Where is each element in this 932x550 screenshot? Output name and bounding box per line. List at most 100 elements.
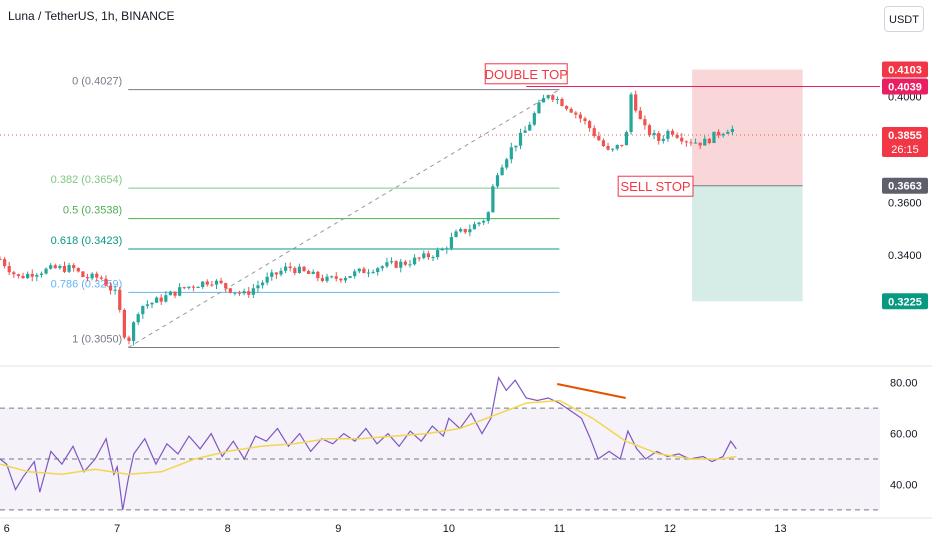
position-target-zone (692, 185, 803, 302)
candle-body (67, 265, 71, 272)
candle-body (380, 266, 384, 269)
date-tick-label: 10 (443, 523, 455, 535)
candle-body (108, 285, 113, 291)
candle-body (141, 305, 145, 315)
candle-body (624, 132, 629, 146)
candle-body (661, 138, 665, 141)
price-label-badge (882, 293, 928, 310)
candle-body (569, 108, 573, 113)
candle-body (30, 273, 34, 277)
candle-body (256, 285, 260, 289)
price-label-badge (882, 177, 928, 194)
candle-body (417, 257, 421, 259)
position-stop-zone (692, 69, 803, 186)
candle-body (528, 124, 532, 131)
candle-body (302, 266, 306, 272)
candle-body (495, 175, 500, 187)
candle-body (2, 259, 7, 267)
candle-body (601, 140, 606, 147)
candle-body (178, 287, 182, 296)
candle-body (288, 266, 292, 269)
candle-body (523, 130, 527, 133)
candle-body (113, 289, 117, 291)
candle-body (509, 147, 513, 160)
candle-body (555, 98, 559, 100)
candle-body (578, 114, 583, 119)
candle-body (486, 212, 490, 221)
candle-body (385, 262, 389, 267)
candle-body (647, 125, 652, 136)
candle-body (606, 146, 610, 150)
candle-body (477, 222, 481, 225)
candle-body (274, 272, 278, 275)
price-label-value: 0.3663 (888, 181, 922, 193)
candle-body (62, 265, 67, 272)
candle-body (689, 142, 693, 144)
candle-body (588, 121, 592, 129)
candle-body (201, 281, 205, 287)
candle-body (551, 95, 555, 100)
candle-body (58, 265, 62, 269)
candle-body (362, 268, 366, 274)
fib-level-label: 0.382 (0.3654) (51, 174, 123, 186)
candle-body (707, 138, 711, 144)
candle-body (546, 95, 550, 99)
candle-body (228, 288, 232, 293)
candle-body (716, 131, 721, 136)
candle-body (675, 134, 679, 138)
price-label-value: 0.4039 (888, 82, 922, 94)
rsi-divergence-line (556, 383, 626, 399)
candle-body (712, 131, 716, 144)
candle-body (316, 271, 320, 279)
candle-body (173, 291, 177, 296)
candle-body (164, 295, 168, 302)
candle-body (7, 266, 11, 273)
candle-body (693, 142, 698, 144)
candle-body (472, 224, 477, 230)
candle-body (482, 220, 486, 223)
rsi-ma-line (0, 399, 737, 476)
candle-body (233, 292, 237, 294)
candle-body (652, 133, 656, 136)
rsi-tick-label: 40.00 (890, 479, 918, 491)
candle-body (90, 273, 94, 279)
candle-body (537, 102, 541, 114)
candle-body (670, 130, 675, 135)
candle-body (371, 272, 375, 274)
candle-body (16, 274, 21, 276)
candle-body (592, 128, 596, 136)
fib-level-label: 0 (0.4027) (72, 76, 122, 88)
annotation-label: SELL STOP (621, 179, 691, 194)
candle-body (155, 297, 159, 303)
candle-body (459, 229, 463, 232)
date-tick-label: 13 (774, 523, 786, 535)
price-countdown: 26:15 (891, 144, 919, 156)
candle-body (541, 98, 546, 103)
candle-body (311, 271, 315, 274)
candle-body (532, 113, 536, 125)
candle-body (408, 264, 412, 266)
candle-body (449, 237, 454, 249)
price-tick-label: 0.3400 (888, 250, 922, 262)
currency-unit-button[interactable]: USDT (884, 6, 924, 32)
candle-body (348, 276, 352, 278)
candle-body (279, 270, 283, 275)
candle-body (666, 130, 670, 139)
candle-body (251, 288, 255, 295)
candle-body (353, 271, 357, 277)
candle-body (389, 261, 394, 263)
candle-body (366, 272, 371, 274)
fib-trend-line (127, 89, 560, 348)
candle-body (491, 186, 495, 213)
candle-body (81, 271, 85, 278)
candles (0, 90, 735, 346)
candle-body (131, 322, 136, 342)
candle-body (26, 273, 30, 279)
candle-body (182, 287, 186, 289)
candle-body (53, 265, 57, 269)
candle-body (684, 141, 688, 143)
candle-body (376, 268, 380, 273)
candle-body (657, 133, 661, 141)
candle-body (72, 265, 76, 269)
candle-body (399, 261, 403, 268)
